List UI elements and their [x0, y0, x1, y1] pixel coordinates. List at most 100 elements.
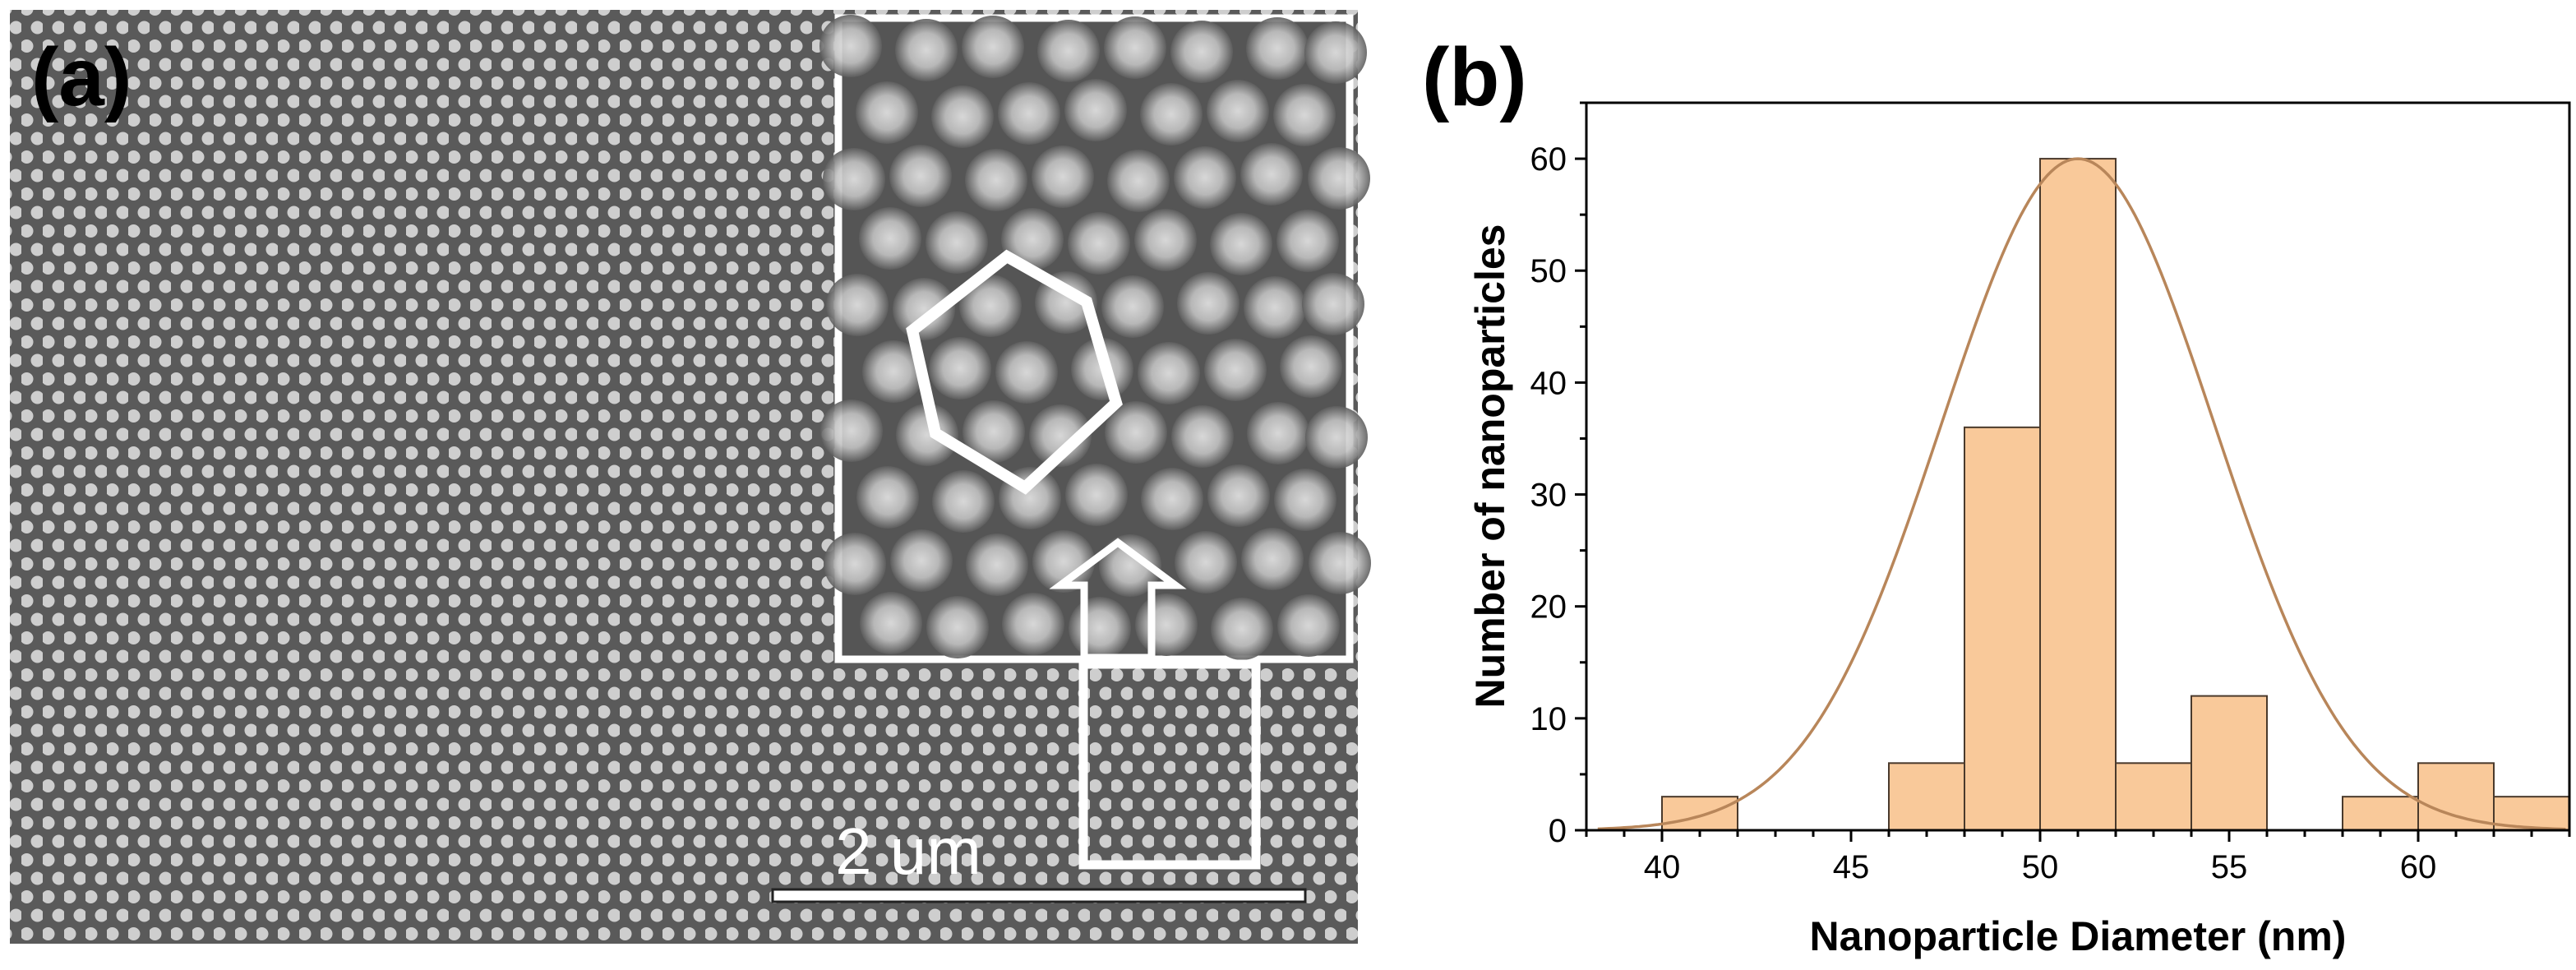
- inset-particle: [1241, 528, 1304, 590]
- inset-particle: [1141, 468, 1203, 530]
- arrow-up-icon: [1049, 538, 1187, 662]
- inset-particle: [1032, 530, 1095, 593]
- inset-particle: [1204, 339, 1267, 401]
- inset-particle: [820, 400, 883, 462]
- inset-particle: [860, 592, 922, 654]
- inset-particle: [931, 85, 994, 148]
- y-tick-label: 20: [1530, 589, 1567, 626]
- scale-bar-label: 2 um: [835, 815, 981, 888]
- inset-particle: [1029, 404, 1092, 467]
- histogram-bars: [1661, 158, 2570, 832]
- inset-particle: [1274, 469, 1336, 531]
- y-tick-label: 10: [1530, 701, 1567, 737]
- inset-particle: [895, 19, 958, 81]
- inset-particle: [1309, 532, 1371, 594]
- inset-particle: [1032, 146, 1094, 208]
- histogram-bar-50-52: [2039, 158, 2117, 832]
- inset-particle: [1211, 598, 1273, 660]
- inset-particle: [1247, 402, 1309, 464]
- inset-particle: [1135, 594, 1198, 656]
- histogram-bar-48-50: [1964, 426, 2041, 831]
- histogram-bar-54-56: [2191, 695, 2268, 831]
- inset-particle: [995, 341, 1058, 404]
- panel-a-label: (a): [31, 31, 132, 123]
- x-tick-label: 55: [2211, 849, 2248, 885]
- inset-particle: [1210, 213, 1272, 275]
- inset-particle: [1037, 20, 1100, 82]
- inset-particle: [1069, 597, 1131, 659]
- inset-particle: [1207, 464, 1270, 527]
- y-axis-ticks: 0 10 20 30 40 50 60: [1530, 101, 1586, 849]
- inset-particle: [1107, 150, 1170, 212]
- inset-particle: [1105, 401, 1167, 464]
- y-axis-label: Number of nanoparticles: [1467, 224, 1513, 709]
- inset-zoom: [819, 14, 1371, 663]
- inset-particle: [1002, 593, 1064, 655]
- histogram-bar-58-60: [2342, 796, 2419, 832]
- inset-particle: [926, 211, 988, 274]
- inset-particle: [998, 82, 1060, 145]
- inset-particle: [826, 274, 889, 336]
- inset-particle: [1305, 406, 1368, 469]
- inset-particle: [856, 81, 918, 144]
- inset-particle: [1175, 531, 1237, 594]
- inset-particle: [926, 596, 989, 658]
- y-tick-label: 60: [1530, 141, 1567, 178]
- y-tick-label: 30: [1530, 478, 1567, 514]
- inset-particle: [859, 207, 921, 270]
- inset-particle: [1207, 80, 1269, 142]
- inset-particle: [896, 404, 958, 466]
- hexagon-annotation: [906, 249, 1123, 495]
- selection-box: [1078, 659, 1261, 870]
- inset-particle: [962, 16, 1024, 78]
- inset-particle: [1276, 210, 1339, 272]
- scale-bar: [771, 888, 1307, 903]
- inset-particle: [929, 337, 991, 400]
- y-tick-label: 40: [1530, 365, 1567, 401]
- x-axis-ticks: 40 45 50 55 60: [1585, 830, 2571, 885]
- inset-particle: [856, 466, 919, 529]
- gaussian-fit-curve: [1597, 157, 2566, 830]
- inset-particle: [1304, 21, 1367, 84]
- inset-particle: [893, 278, 955, 340]
- inset-particle: [824, 533, 886, 595]
- y-tick-label: 50: [1530, 253, 1567, 289]
- inset-particle: [1177, 272, 1240, 335]
- x-tick-label: 50: [2022, 849, 2059, 885]
- inset-particle: [1170, 21, 1233, 83]
- inset-particle: [959, 275, 1022, 337]
- inset-particle: [890, 529, 953, 592]
- inset-particle: [1140, 83, 1203, 146]
- inset-particle: [1308, 147, 1370, 210]
- inset-particle: [932, 470, 995, 533]
- inset-particle: [1244, 276, 1306, 339]
- inset-particle: [819, 15, 882, 77]
- inset-particle: [1065, 464, 1128, 526]
- inset-particle: [1171, 405, 1234, 468]
- histogram-bar-52-54: [2115, 762, 2192, 831]
- inset-particle: [1099, 534, 1161, 597]
- x-tick-label: 45: [1833, 849, 1870, 885]
- inset-particle: [1240, 143, 1303, 206]
- inset-particle: [1001, 208, 1064, 270]
- panel-a: 2 um (a): [10, 10, 1371, 944]
- inset-particle: [1280, 335, 1342, 398]
- histogram-bar-46-48: [1888, 762, 1965, 831]
- inset-particle: [1101, 275, 1164, 338]
- inset-particle: [1273, 84, 1336, 146]
- inset-particle: [965, 149, 1027, 211]
- inset-particle: [889, 145, 952, 207]
- inset-particle: [1246, 17, 1309, 80]
- inset-particle: [1174, 146, 1236, 209]
- inset-particle: [1302, 273, 1364, 335]
- histogram-bar-60-62: [2417, 762, 2495, 831]
- x-axis-label: Nanoparticle Diameter (nm): [1810, 913, 2347, 959]
- inset-particles: [819, 15, 1371, 660]
- x-tick-label: 40: [1644, 849, 1681, 885]
- inset-particle: [862, 340, 925, 403]
- x-tick-label: 60: [2400, 849, 2437, 885]
- inset-particle: [1138, 342, 1200, 404]
- inset-particle: [966, 534, 1028, 596]
- inset-particle: [1104, 16, 1166, 79]
